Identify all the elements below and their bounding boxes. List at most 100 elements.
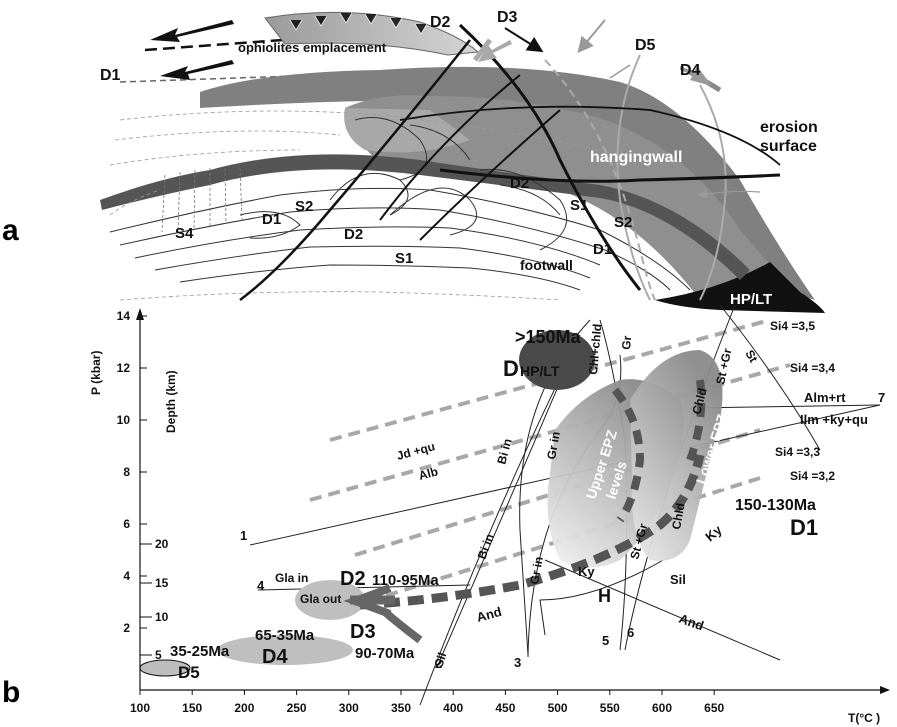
- d5-ellipse: [139, 659, 191, 677]
- si4-32: Si4 =3,2: [790, 469, 835, 483]
- chl-chld-label: Chl+chld: [586, 323, 604, 375]
- d4-ellipse: [217, 635, 353, 665]
- x-tick-300: 300: [339, 701, 359, 715]
- x-tick-150: 150: [182, 701, 202, 715]
- curve-number-5: 5: [602, 633, 609, 648]
- d2-label-right: D2: [510, 175, 529, 192]
- d4-label: D4: [262, 646, 288, 668]
- st-label: St: [742, 348, 760, 365]
- d2-ellipse: [295, 580, 365, 620]
- x-tick-650: 650: [704, 701, 724, 715]
- ilm-ky-qu-label: Ilm +ky+qu: [800, 412, 868, 427]
- si4-35: Si4 =3,5: [770, 319, 815, 333]
- hangingwall-band: [200, 66, 815, 300]
- dhplt-label-main: D: [503, 356, 519, 381]
- chld-label-2: Chld: [669, 502, 687, 531]
- sil-label-1: Sil: [670, 572, 686, 587]
- pt-path: [359, 453, 705, 610]
- s4-label: S4: [175, 225, 194, 242]
- d5-label: D5: [178, 663, 200, 682]
- d1-label-left: D1: [262, 211, 281, 228]
- dhplt-age: >150Ma: [515, 327, 582, 347]
- curve-number-1: 1: [240, 528, 247, 543]
- hangingwall-label: hangingwall: [590, 149, 682, 166]
- curve-number-3: 3: [514, 655, 521, 670]
- curve-number-6: 6: [627, 625, 634, 640]
- alb-label: Alb: [417, 464, 439, 483]
- panel-letter-a: a: [2, 214, 19, 247]
- pt-diagram: 100 150 200 250 300 350 400 450 500 550 600 650 2 4 6…: [89, 304, 890, 725]
- x-tick-100: 100: [130, 701, 150, 715]
- x-tick-500: 500: [548, 701, 568, 715]
- d1-label: D1: [790, 515, 818, 540]
- d4-age: 65-35Ma: [255, 627, 315, 644]
- x-tick-550: 550: [600, 701, 620, 715]
- gr-label: Gr: [619, 335, 634, 350]
- depth-tick-15: 15: [155, 576, 169, 590]
- t-axis-label: T(°C ): [848, 711, 880, 725]
- x-tick-200: 200: [234, 701, 254, 715]
- s1-label-left: S1: [395, 250, 413, 267]
- d2-top-label: D2: [430, 14, 451, 31]
- si4-33: Si4 =3,3: [775, 445, 820, 459]
- d3-top-label: D3: [497, 9, 518, 26]
- d1-age: 150-130Ma: [735, 497, 816, 514]
- d3-label: D3: [350, 621, 376, 643]
- and-label-2: And: [677, 611, 706, 634]
- cross-section: [100, 11, 825, 313]
- hplt-wedge: [655, 262, 825, 313]
- erosion-label: erosion: [760, 119, 818, 136]
- ophiolite-body: [264, 11, 480, 56]
- depth-tick-20: 20: [155, 537, 169, 551]
- d2-label: D2: [340, 568, 366, 590]
- gr-in-label-1: Gr in: [544, 430, 563, 460]
- depth-axis-label: Depth (km): [164, 370, 178, 433]
- d1-top-label: D1: [100, 67, 121, 84]
- s2-label-left: S2: [295, 198, 313, 215]
- d2-age: 110-95Ma: [372, 572, 439, 589]
- dhplt-ellipse: [519, 330, 595, 390]
- d5-top-label: D5: [635, 37, 656, 54]
- d4-top-label: D4: [680, 62, 701, 79]
- chld-label-1: Chld: [689, 386, 709, 415]
- and-label-1: And: [475, 604, 503, 625]
- x-tick-600: 600: [652, 701, 672, 715]
- x-tick-250: 250: [287, 701, 307, 715]
- x-tick-450: 450: [495, 701, 515, 715]
- curve-number-7: 7: [878, 390, 885, 405]
- p-tick-8: 8: [123, 465, 130, 479]
- alm-rt-label: Alm+rt: [804, 390, 846, 405]
- surface-label: surface: [760, 138, 817, 155]
- curve-number-4: 4: [257, 578, 265, 593]
- curve-number-2: 2: [435, 656, 442, 671]
- depth-tick-10: 10: [155, 610, 169, 624]
- bi-in-label-2: Bi in: [475, 532, 497, 561]
- x-tick-350: 350: [391, 701, 411, 715]
- lower-epz-region: [630, 350, 723, 561]
- p-tick-4: 4: [123, 569, 130, 583]
- si4-34: Si4 =3,4: [790, 361, 835, 375]
- d1-label-right: D1: [593, 241, 612, 258]
- x-tick-400: 400: [443, 701, 463, 715]
- depth-tick-5: 5: [155, 648, 162, 662]
- p-tick-14: 14: [117, 309, 131, 323]
- curve-2: [419, 346, 576, 706]
- dhplt-label-sub: HP/LT: [520, 363, 560, 379]
- h-label: H: [598, 586, 611, 606]
- ophiolites-label: ophiolites emplacement: [238, 40, 387, 55]
- p-axis-label: P (kbar): [89, 351, 103, 395]
- sil-label-2: Sil: [432, 651, 450, 669]
- ky-label-2: Ky: [702, 522, 725, 545]
- p-ticks: 2 4 6 8 10 12 14 5 10 15 20: [117, 309, 169, 662]
- gr-in-label-2: Gr in: [527, 555, 546, 585]
- d3-age: 90-70Ma: [355, 645, 415, 662]
- jd-label: Jd +qu: [395, 439, 436, 463]
- p-tick-12: 12: [117, 361, 131, 375]
- hplt-label: HP/LT: [730, 291, 772, 308]
- p-tick-10: 10: [117, 413, 131, 427]
- p-tick-2: 2: [123, 621, 130, 635]
- gla-in-label: Gla in: [275, 571, 308, 585]
- footwall-label: footwall: [520, 257, 573, 273]
